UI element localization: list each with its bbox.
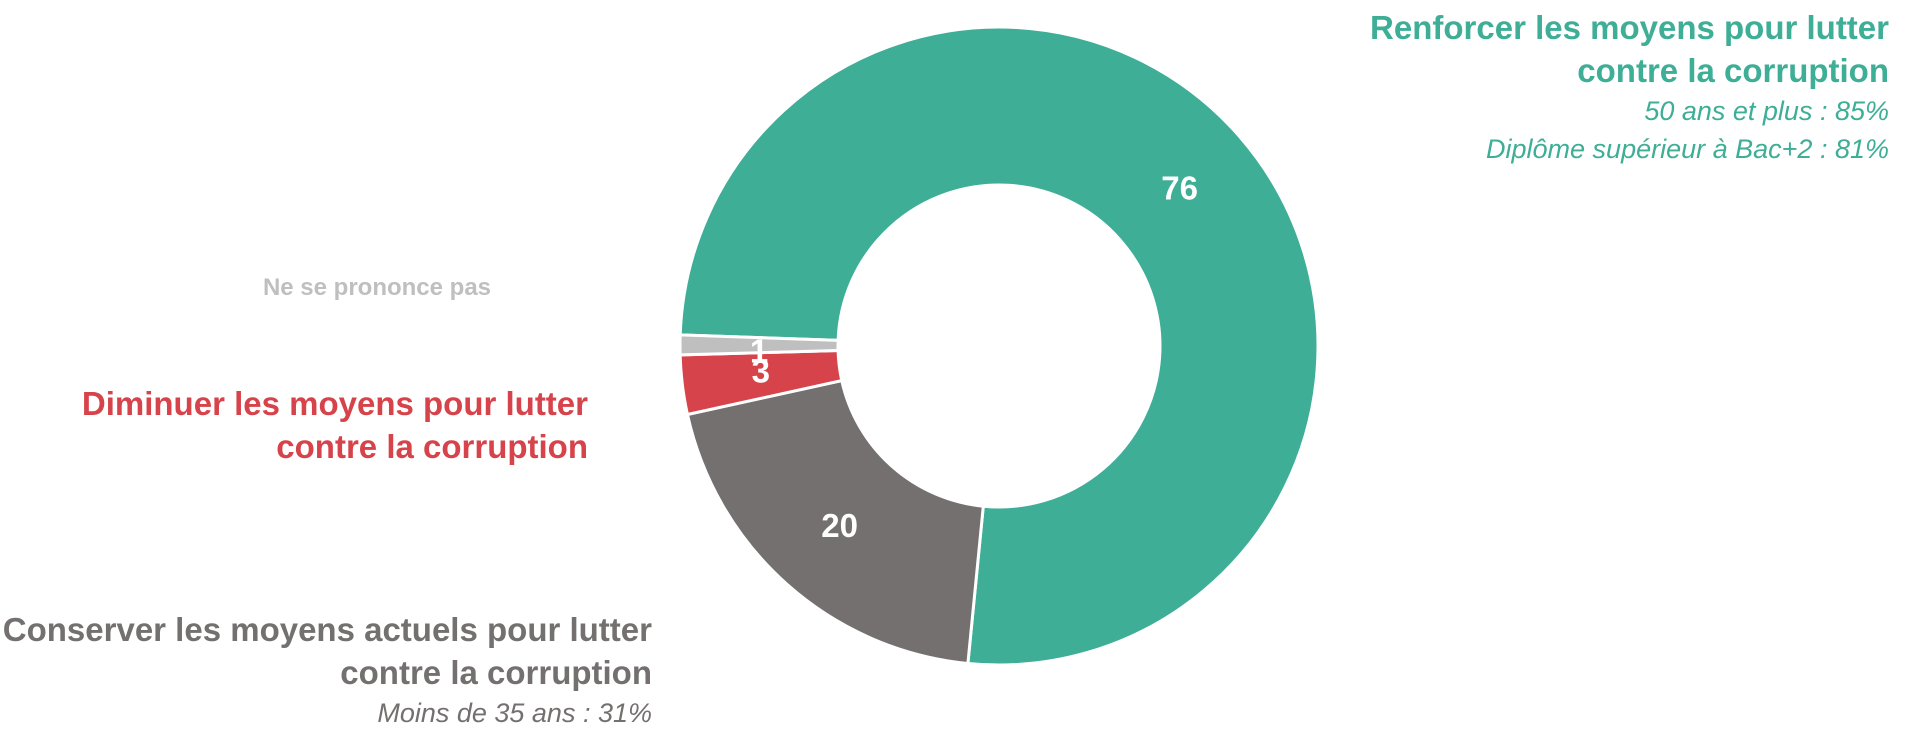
category-detail: Diplôme supérieur à Bac+2 : 81% [1486, 134, 1889, 164]
category-label: Diminuer les moyens pour lutter contre l… [0, 382, 588, 468]
category-title: Conserver les moyens actuels pour lutter… [2, 611, 652, 691]
donut-segment [685, 378, 985, 666]
category-label: Renforcer les moyens pour lutter contre … [1269, 6, 1889, 168]
category-label: Ne se prononce pas [227, 266, 527, 309]
value-label: 1 [750, 333, 768, 370]
category-title: Diminuer les moyens pour lutter contre l… [81, 385, 588, 465]
value-label: 20 [821, 507, 858, 544]
value-label: 76 [1161, 169, 1198, 206]
value-label: 3 [752, 353, 770, 390]
donut-segment [678, 25, 1320, 667]
category-detail: 50 ans et plus : 85% [1644, 96, 1889, 126]
category-label: Conserver les moyens actuels pour lutter… [0, 608, 652, 729]
donut-segment [678, 333, 840, 357]
category-detail: Moins de 35 ans : 31% [377, 698, 652, 728]
category-title: Renforcer les moyens pour lutter contre … [1370, 9, 1889, 89]
category-title: Ne se prononce pas [262, 274, 492, 301]
